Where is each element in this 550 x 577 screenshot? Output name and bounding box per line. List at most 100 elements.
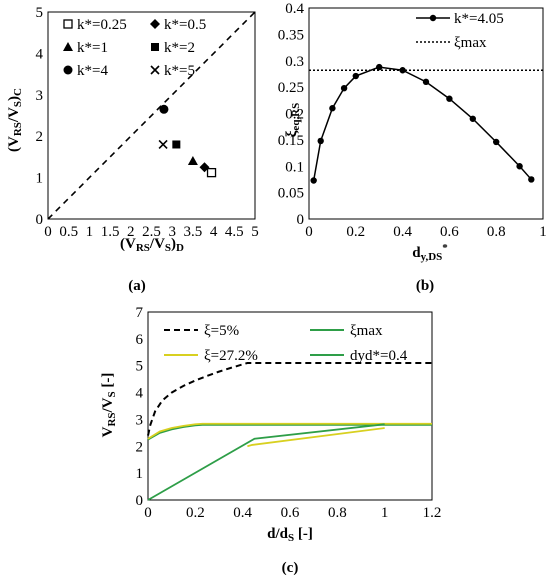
data-point (399, 67, 406, 74)
data-point (352, 72, 359, 80)
y-tick-label: 7 (136, 305, 144, 321)
y-tick-label: 0.25 (278, 80, 304, 96)
legend-text: k*=0.25 (77, 17, 127, 33)
y-ticks-a: 0 1 2 3 4 5 (36, 5, 44, 228)
y-tick-label: 5 (136, 359, 144, 375)
x-tick-label: 3.5 (184, 224, 203, 240)
legend-marker (63, 19, 73, 29)
legend-b: k*=4.05 ξmax (416, 11, 504, 51)
legend-text: ξ=27.2% (204, 348, 258, 364)
y-tick-label: 4 (36, 46, 44, 62)
y-tick-label: 0.35 (278, 27, 304, 43)
legend-marker (151, 43, 159, 51)
plot-frame-a (47, 11, 256, 220)
data-point (158, 139, 168, 150)
x-tick-label: 1.2 (423, 505, 442, 521)
x-tick-label: 0.6 (281, 505, 300, 521)
panel-c: 0 0.2 0.4 0.6 0.8 1 1.2 0 1 2 3 4 5 6 7 ξ=5% ξmax ξ=27.… (100, 305, 441, 576)
x-ticks-b: 0 0.2 0.4 0.6 0.8 1 (305, 224, 547, 240)
data-marks-a (47, 11, 256, 220)
y-tick-label: 0 (36, 212, 44, 228)
x-axis-title-b: dy,DS* (412, 242, 448, 263)
legend-text: k*=2 (164, 40, 195, 56)
y-tick-label: 1 (36, 171, 44, 187)
data-marks-b (309, 63, 543, 184)
legend-text: k*=4.05 (454, 11, 504, 27)
x-tick-label: 0.2 (346, 224, 365, 240)
x-tick-label: 0.6 (440, 224, 459, 240)
series-line (312, 66, 532, 181)
data-point (329, 105, 336, 112)
legend-text: k*=4 (77, 63, 108, 79)
series-line (147, 362, 432, 436)
legend-marker (429, 14, 437, 22)
legend-text: ξ=5% (204, 323, 239, 339)
legend-text: k*=5 (164, 63, 195, 79)
x-tick-label: 5 (251, 224, 259, 240)
series-line (147, 422, 432, 440)
x-tick-label: 2 (127, 224, 135, 240)
panel-label-c: (c) (282, 560, 299, 576)
y-tick-label: 0 (136, 493, 144, 509)
x-tick-label: 0 (144, 505, 152, 521)
x-ticks-c: 0 0.2 0.4 0.6 0.8 1 1.2 (144, 505, 441, 521)
data-point (317, 137, 324, 145)
x-tick-label: 0.8 (328, 505, 347, 521)
y-tick-label: 6 (136, 332, 144, 348)
x-tick-label: 0.8 (487, 224, 506, 240)
x-axis-title-a: (VRS/VS)D (120, 236, 184, 254)
data-point (310, 177, 317, 184)
plot-frame-b (308, 7, 544, 220)
x-tick-label: 4.5 (225, 224, 244, 240)
x-tick-label: 3 (168, 224, 176, 240)
x-axis-title-c: d/dS [-] (267, 526, 313, 544)
y-axis-title-c: VRS/VS [-] (100, 373, 118, 438)
legend-text: ξmax (454, 35, 487, 51)
panel-label-a: (a) (128, 278, 146, 294)
x-tick-label: 1 (381, 505, 389, 521)
y-tick-label: 0.1 (285, 159, 304, 175)
data-point (199, 162, 210, 173)
y-tick-label: 5 (36, 5, 44, 21)
data-point (187, 156, 198, 166)
x-ticks-a: 0 0.5 1 1.5 2 2.5 3 3.5 4 4.5 5 (44, 224, 259, 240)
data-point (340, 84, 348, 92)
y-tick-label: 1 (136, 466, 144, 482)
y-tick-label: 4 (136, 386, 144, 402)
x-tick-label: 1.5 (101, 224, 120, 240)
data-point (206, 167, 217, 178)
y-tick-label: 0.05 (278, 186, 304, 202)
legend-marker (63, 65, 73, 75)
y-tick-label: 0.2 (285, 107, 304, 123)
reference-line (47, 11, 256, 220)
legend-marker (150, 19, 160, 29)
legend-c: ξ=5% ξmax ξ=27.2% dyd*=0.4 (164, 323, 408, 364)
x-tick-label: 2.5 (142, 224, 161, 240)
x-tick-label: 0 (44, 224, 52, 240)
y-tick-label: 2 (136, 439, 144, 455)
data-marks-c (147, 362, 432, 501)
data-point (446, 95, 453, 102)
series-line (147, 423, 432, 441)
series-line (247, 427, 385, 448)
data-point (528, 176, 535, 183)
y-tick-label: 0.3 (285, 54, 304, 70)
x-tick-label: 0 (305, 224, 313, 240)
y-tick-label: 0 (297, 212, 305, 228)
data-point (376, 63, 383, 71)
legend-marker (150, 65, 160, 75)
data-point (159, 104, 169, 114)
svg-text:d/dS [-]: d/dS [-] (267, 526, 313, 544)
y-tick-label: 3 (36, 88, 44, 104)
panel-b: 0 0.2 0.4 0.6 0.8 1 0 0.05 0.1 0.15 0.2 0.25 0.3 0.3… (278, 1, 547, 294)
y-axis-title-a: (VRS/VS)C (6, 88, 24, 152)
svg-text:(VRS/VS)C: (VRS/VS)C (6, 88, 24, 152)
y-ticks-c: 0 1 2 3 4 5 6 7 (136, 305, 144, 509)
data-point (516, 163, 523, 170)
data-point (172, 140, 181, 149)
plot-frame-c (147, 311, 433, 501)
x-tick-label: 0.4 (233, 505, 252, 521)
y-tick-label: 0.15 (278, 133, 304, 149)
